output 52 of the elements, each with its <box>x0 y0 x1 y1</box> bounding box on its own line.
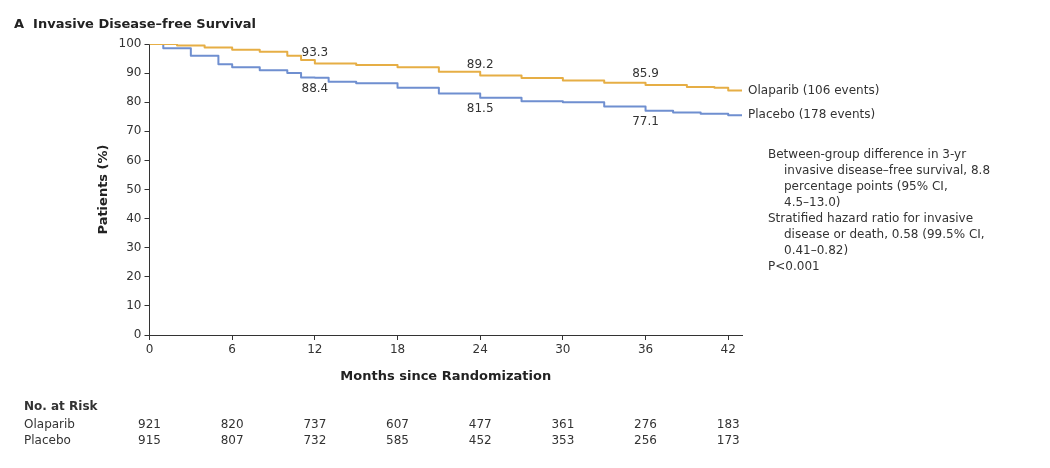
text: 607 <box>386 417 409 432</box>
text: 452 <box>468 433 492 448</box>
x-tick-label: 24 <box>472 342 488 357</box>
text: 276 <box>634 417 657 432</box>
text: 921 <box>138 417 161 432</box>
text: Placebo <box>24 433 71 448</box>
annotation: 88.4 <box>301 80 329 95</box>
text: Olaparib <box>24 417 75 432</box>
x-tick-label: 0 <box>145 342 154 357</box>
annotation: 77.1 <box>632 113 659 128</box>
x-tick-label: 18 <box>389 342 406 357</box>
text: 173 <box>716 433 740 448</box>
y-tick-label: 100 <box>118 36 142 51</box>
text: 183 <box>716 417 740 432</box>
x-axis-title: Months since Randomization <box>340 367 552 383</box>
text: 585 <box>386 433 409 448</box>
y-tick-label: 0 <box>133 327 142 342</box>
text: 732 <box>303 433 327 448</box>
text: Stratified hazard ratio for invasive disease or death, 0.58 (99.5% CI, 0.41–0.82) <box>768 210 985 257</box>
x-tick-label: 42 <box>720 342 736 357</box>
text: 361 <box>551 417 575 432</box>
y-tick-label: 80 <box>126 94 142 109</box>
text: 737 <box>303 417 327 432</box>
text: 353 <box>551 433 575 448</box>
series-label: Placebo (178 events) <box>748 107 876 122</box>
annotation: 93.3 <box>301 44 329 59</box>
y-tick-label: 30 <box>126 239 142 254</box>
chart-title: A Invasive Disease–free Survival <box>14 15 256 31</box>
text: 807 <box>220 433 244 448</box>
x-tick-label: 6 <box>228 342 236 357</box>
text: P<0.001 <box>768 258 820 273</box>
y-tick-label: 40 <box>126 210 142 225</box>
text: No. at Risk <box>24 399 99 414</box>
y-tick-label: 10 <box>126 298 142 313</box>
annotation: 81.5 <box>466 100 494 115</box>
y-tick-label: 90 <box>126 65 142 80</box>
text: 256 <box>634 433 657 448</box>
series-label: Olaparib (106 events) <box>748 82 880 97</box>
y-tick-label: 50 <box>126 181 142 196</box>
annotation: 85.9 <box>632 66 659 81</box>
x-tick-label: 30 <box>555 342 571 357</box>
y-tick-label: 20 <box>126 268 142 283</box>
text: 477 <box>468 417 492 432</box>
text: 915 <box>138 433 161 448</box>
text: 820 <box>220 417 244 432</box>
text: Between-group difference in 3-yr invasive disease–free survival, 8.8 percentage points (95% CI, 4.5–13.0) <box>768 146 991 209</box>
y-tick-label: 70 <box>126 123 142 138</box>
annotation: 89.2 <box>466 56 494 71</box>
x-tick-label: 36 <box>637 342 654 357</box>
x-tick-label: 12 <box>307 342 323 357</box>
y-tick-label: 60 <box>126 152 142 167</box>
y-axis-title: Patients (%) <box>95 144 111 235</box>
